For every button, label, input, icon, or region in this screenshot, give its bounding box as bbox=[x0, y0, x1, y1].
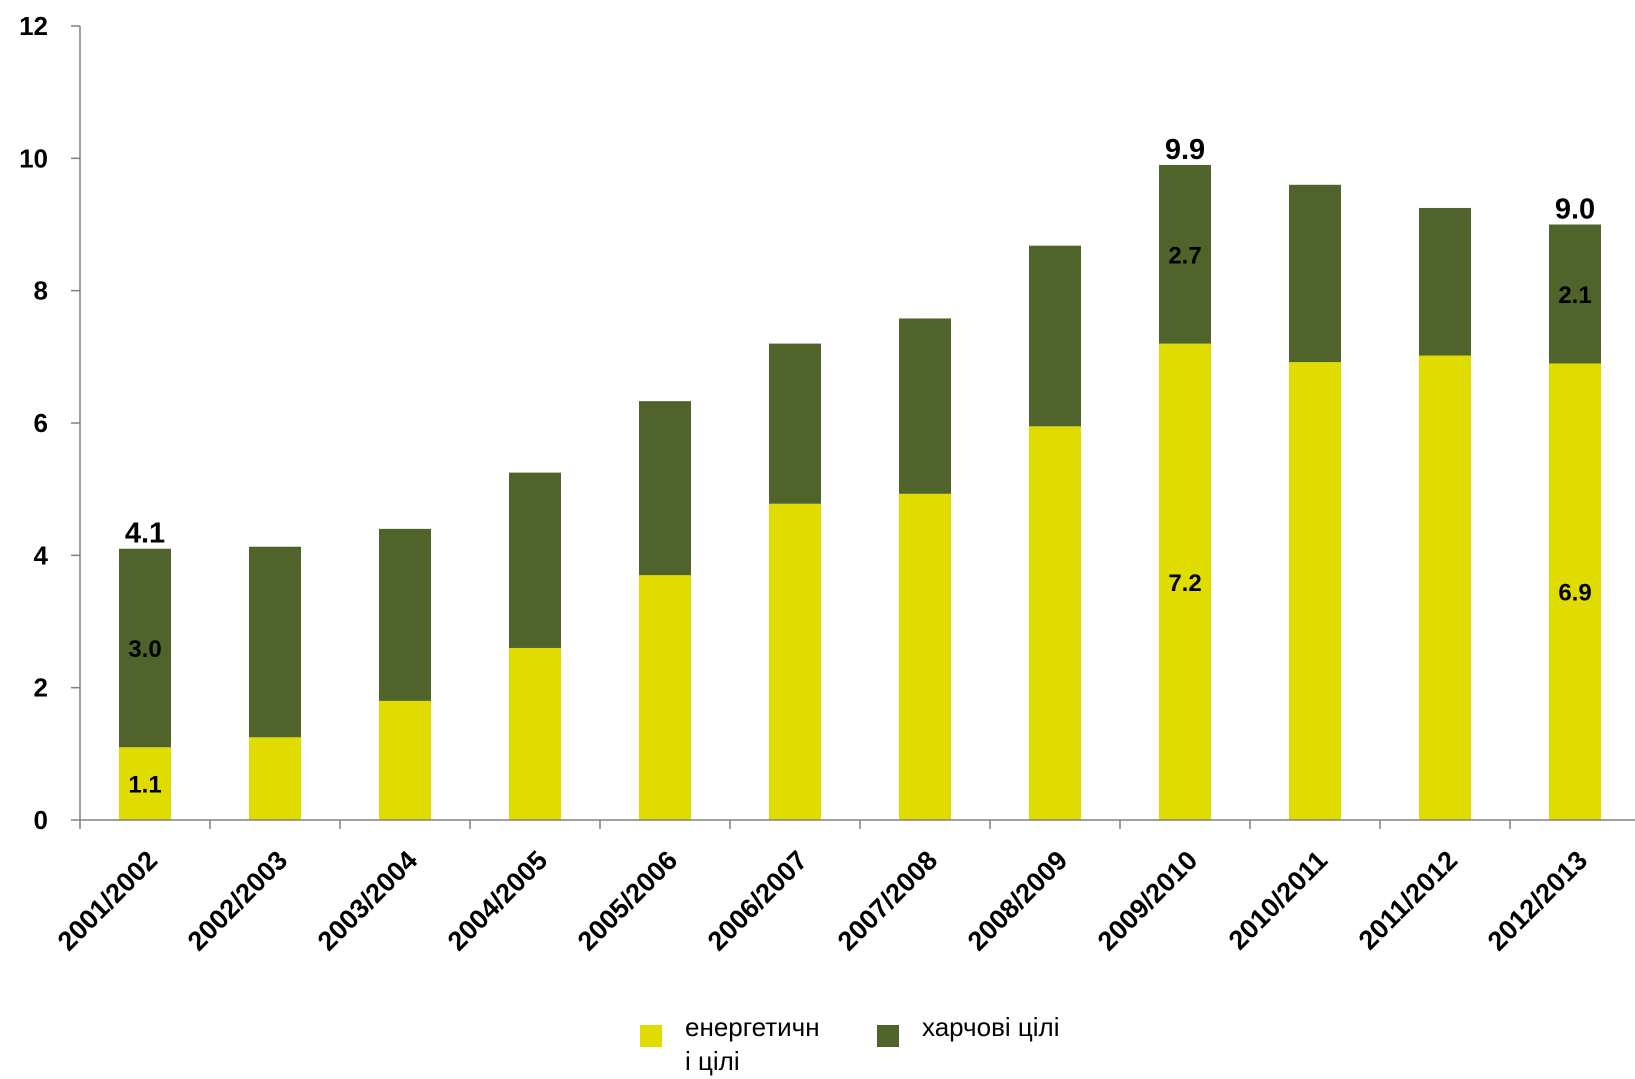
bar-segment-energy bbox=[1159, 343, 1211, 820]
total-value-label: 4.1 bbox=[125, 518, 165, 550]
x-category-label: 2007/2008 bbox=[832, 845, 943, 956]
segment-value-label: 3.0 bbox=[128, 636, 161, 663]
legend-swatch-energy bbox=[640, 1025, 662, 1047]
bar-segment-energy bbox=[509, 647, 561, 820]
x-category-label: 2008/2009 bbox=[962, 845, 1073, 956]
total-value-label: 9.0 bbox=[1555, 194, 1595, 226]
data-labels: 1.1 3.0 7.2 2.7 6.9 2.1 4.1 9.9 9.0 bbox=[125, 134, 1595, 799]
x-category-label: 2003/2004 bbox=[312, 845, 423, 956]
bar-segment-food bbox=[379, 528, 431, 701]
bar-segment-food bbox=[639, 401, 691, 576]
bar-segment-energy bbox=[1029, 426, 1081, 820]
bar-segment-food bbox=[1419, 207, 1471, 356]
x-category-label: 2004/2005 bbox=[442, 845, 553, 956]
segment-value-label: 6.9 bbox=[1558, 580, 1591, 607]
x-axis: 2001/2002 2002/2003 2003/2004 2004/2005 2005… bbox=[52, 819, 1635, 956]
bar-segment-food bbox=[249, 546, 301, 738]
x-category-label: 2002/2003 bbox=[182, 845, 293, 956]
x-category-label: 2006/2007 bbox=[702, 845, 813, 956]
bar-segment-food bbox=[1289, 184, 1341, 363]
legend: енергетичн і цілі харчові цілі bbox=[640, 1012, 1060, 1076]
segment-value-label: 7.2 bbox=[1168, 570, 1201, 597]
y-axis: 0 2 4 6 8 10 12 bbox=[19, 11, 81, 835]
total-value-label: 9.9 bbox=[1165, 134, 1205, 166]
bar-segment-food bbox=[769, 343, 821, 504]
x-category-label: 2009/2010 bbox=[1092, 845, 1203, 956]
y-tick-label: 12 bbox=[19, 11, 48, 41]
bar-segment-energy bbox=[249, 737, 301, 820]
bar-segment-energy bbox=[1419, 355, 1471, 820]
bar-segment-energy bbox=[379, 700, 431, 820]
bar-segment-food bbox=[1029, 245, 1081, 427]
x-category-label: 2011/2012 bbox=[1353, 845, 1463, 955]
legend-label-energy: енергетичн bbox=[685, 1012, 820, 1042]
y-tick-label: 2 bbox=[34, 673, 48, 703]
bars bbox=[119, 164, 1601, 820]
x-category-label: 2005/2006 bbox=[572, 845, 683, 956]
y-tick-label: 0 bbox=[34, 805, 48, 835]
bar-segment-energy bbox=[1289, 362, 1341, 820]
bar-segment-energy bbox=[119, 747, 171, 820]
bar-segment-food bbox=[119, 548, 171, 748]
y-tick-label: 10 bbox=[19, 143, 48, 173]
bar-segment-food bbox=[509, 472, 561, 648]
y-tick-label: 6 bbox=[34, 408, 48, 438]
bar-segment-energy bbox=[899, 493, 951, 820]
bar-segment-food bbox=[1549, 224, 1601, 364]
segment-value-label: 2.7 bbox=[1168, 242, 1201, 269]
legend-swatch-food bbox=[877, 1025, 899, 1047]
bar-segment-energy bbox=[769, 503, 821, 820]
bar-segment-energy bbox=[1549, 363, 1601, 820]
segment-value-label: 1.1 bbox=[128, 772, 161, 799]
legend-label-energy: і цілі bbox=[685, 1046, 740, 1076]
bar-segment-food bbox=[899, 318, 951, 494]
bar-segment-energy bbox=[639, 575, 691, 820]
x-category-label: 2010/2011 bbox=[1223, 845, 1333, 955]
bar-segment-food bbox=[1159, 164, 1211, 344]
y-tick-label: 4 bbox=[34, 540, 49, 570]
segment-value-label: 2.1 bbox=[1558, 282, 1591, 309]
x-category-label: 2001/2002 bbox=[52, 845, 163, 956]
x-category-label: 2012/2013 bbox=[1482, 845, 1593, 956]
legend-label-food: харчові цілі bbox=[922, 1012, 1060, 1042]
y-tick-label: 8 bbox=[34, 276, 48, 306]
